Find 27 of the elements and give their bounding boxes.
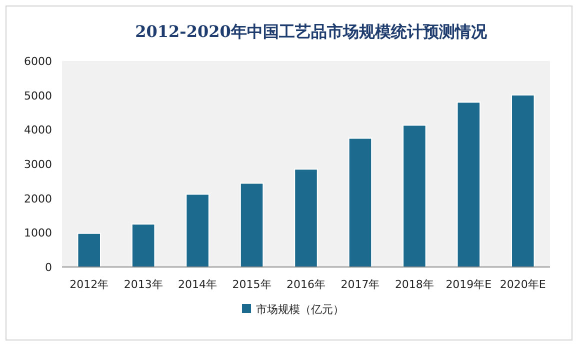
legend-label: 市场规模（亿元） [256, 303, 344, 316]
x-tick-label: 2015年 [232, 278, 272, 291]
x-tick-label: 2013年 [124, 278, 163, 291]
bar [402, 124, 426, 268]
x-tick-label: 2016年 [286, 278, 326, 291]
y-tick-label: 4000 [24, 124, 52, 137]
y-tick-label: 2000 [24, 192, 52, 206]
y-tick-label: 1000 [24, 226, 52, 240]
bar [511, 94, 535, 268]
chart-title: 2012-2020年中国工艺品市场规模统计预测情况 [135, 22, 488, 41]
x-tick-label: 2018年 [394, 278, 434, 291]
bar [131, 224, 156, 268]
y-tick-label: 3000 [24, 158, 52, 171]
x-tick-label: 2017年 [340, 278, 380, 291]
x-tick-label: 2020年E [500, 278, 546, 291]
x-tick-label: 2014年 [178, 278, 218, 291]
bar [186, 194, 210, 268]
y-tick-label: 5000 [24, 89, 52, 102]
bar [456, 102, 481, 268]
bar [294, 168, 318, 268]
x-tick-label: 2019年E [446, 278, 492, 291]
y-tick-label: 6000 [24, 55, 52, 68]
x-tick-label: 2012年 [70, 278, 109, 291]
bar [77, 232, 101, 268]
bar [240, 182, 264, 268]
y-tick-label: 0 [45, 261, 52, 274]
bar [348, 138, 372, 268]
